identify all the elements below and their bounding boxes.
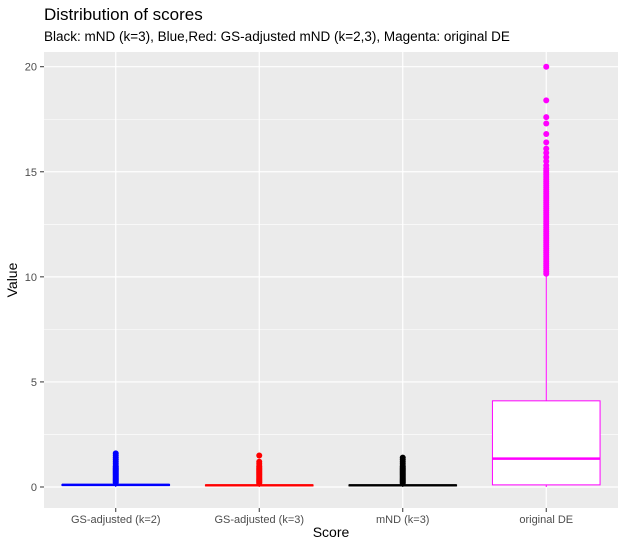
outlier-point bbox=[112, 450, 119, 457]
y-axis-title: Value bbox=[4, 262, 20, 297]
y-tick-label: 10 bbox=[25, 272, 37, 284]
boxes bbox=[61, 63, 601, 487]
box-body bbox=[491, 400, 601, 486]
x-tick-label: GS-adjusted (k=3) bbox=[214, 514, 304, 526]
outlier-point bbox=[543, 139, 550, 146]
chart-title: Distribution of scores bbox=[44, 5, 203, 24]
outlier-point bbox=[543, 154, 550, 161]
x-axis-ticks: GS-adjusted (k=2) GS-adjusted (k=3) mND (k… bbox=[71, 508, 573, 526]
y-axis-ticks: 0 5 10 15 20 bbox=[25, 62, 44, 494]
x-tick-label: mND (k=3) bbox=[376, 514, 429, 526]
minor-gridlines bbox=[44, 118, 618, 435]
outlier-point bbox=[543, 162, 550, 169]
x-axis-title: Score bbox=[313, 524, 350, 540]
y-tick-label: 20 bbox=[25, 62, 37, 74]
outlier-point bbox=[256, 452, 263, 459]
outlier-point bbox=[543, 114, 550, 121]
box-2 bbox=[348, 454, 458, 487]
outlier-point bbox=[399, 454, 406, 461]
outlier-point bbox=[543, 158, 550, 165]
outlier-point bbox=[543, 149, 550, 156]
outlier-point bbox=[543, 145, 550, 152]
box-0 bbox=[61, 450, 171, 487]
y-tick-label: 5 bbox=[31, 377, 37, 389]
box-1 bbox=[204, 452, 314, 487]
outlier-point bbox=[256, 458, 263, 465]
y-tick-label: 15 bbox=[25, 167, 37, 179]
major-gridlines bbox=[44, 52, 618, 508]
outlier-point bbox=[543, 120, 550, 127]
x-tick-label: original DE bbox=[519, 514, 573, 526]
outlier-point bbox=[543, 130, 550, 137]
outlier-point bbox=[543, 63, 550, 70]
x-tick-label: GS-adjusted (k=2) bbox=[71, 514, 161, 526]
chart-subtitle: Black: mND (k=3), Blue,Red: GS-adjusted … bbox=[44, 29, 510, 44]
outlier-point bbox=[543, 97, 550, 104]
y-tick-label: 0 bbox=[31, 482, 37, 494]
box-3 bbox=[491, 63, 601, 487]
